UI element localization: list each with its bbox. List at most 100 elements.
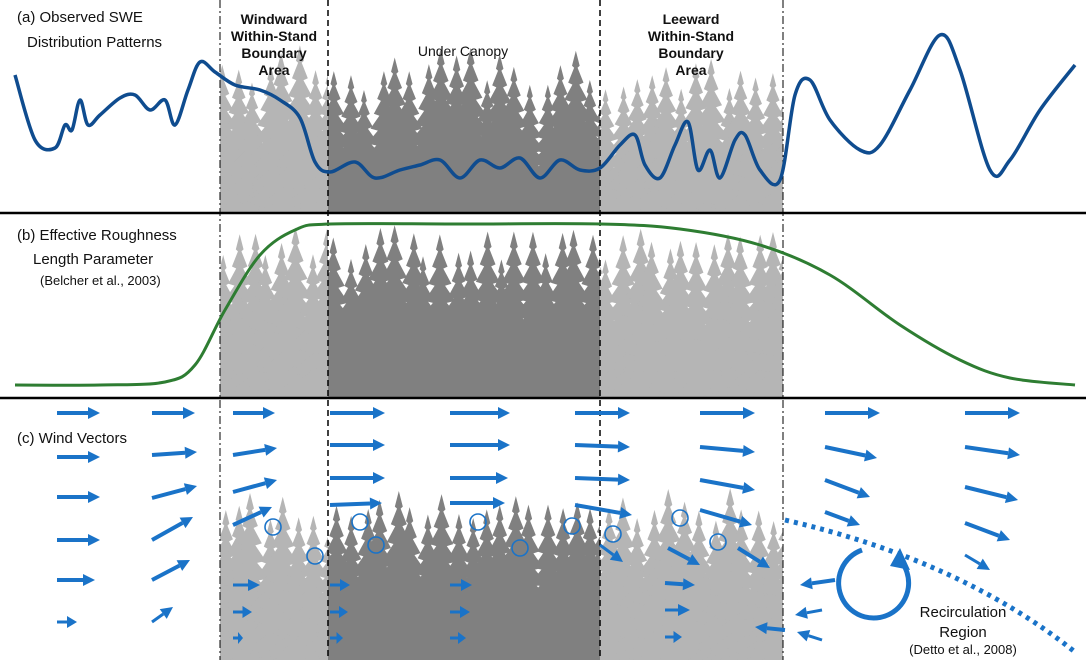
arrow-shaft — [965, 447, 1008, 453]
panel-title: (a) Observed SWE — [17, 9, 143, 26]
arrowhead — [498, 439, 510, 451]
zone-label: Area — [675, 62, 706, 78]
arrow-shaft — [825, 447, 865, 456]
arrowhead — [743, 445, 755, 457]
wind-arrow — [330, 407, 385, 419]
panel-title: (b) Effective Roughness — [17, 227, 177, 244]
citation: (Belcher et al., 2003) — [40, 273, 161, 288]
arrowhead — [373, 439, 385, 451]
zone-label: Area — [258, 62, 289, 78]
arrow-shaft — [965, 523, 999, 536]
arrowhead — [1008, 407, 1020, 419]
arrowhead — [1007, 447, 1020, 459]
wind-arrow — [57, 451, 100, 463]
arrow-shaft — [807, 610, 822, 613]
region-label: Recirculation — [920, 604, 1007, 621]
arrowhead — [184, 483, 197, 495]
arrowhead — [160, 607, 173, 619]
wind-arrow — [450, 497, 505, 509]
arrow-shaft — [152, 523, 183, 540]
arrowhead — [185, 447, 197, 459]
panel-title: Length Parameter — [33, 251, 153, 268]
wind-arrow — [825, 407, 880, 419]
wind-arrow — [575, 407, 630, 419]
wind-arrow — [965, 447, 1020, 459]
wind-arrow — [700, 480, 755, 494]
wind-arrow — [330, 439, 385, 451]
zone-label: Within-Stand — [231, 28, 317, 44]
panel-title: (c) Wind Vectors — [17, 430, 127, 447]
wind-arrow — [152, 607, 173, 622]
wind-arrow — [795, 607, 822, 619]
wind-arrow — [233, 407, 275, 419]
arrowhead — [264, 477, 277, 489]
region-label: Region — [939, 624, 987, 641]
arrow-shaft — [665, 583, 683, 584]
arrowhead — [263, 407, 275, 419]
wind-arrow — [330, 472, 385, 484]
wind-arrow — [825, 512, 860, 526]
arrow-shaft — [152, 614, 163, 622]
arrowhead — [183, 407, 195, 419]
arrowhead — [742, 482, 755, 494]
arrowhead — [496, 472, 508, 484]
wind-arrow — [965, 487, 1018, 503]
arrow-shaft — [575, 478, 618, 480]
arrowhead — [795, 607, 808, 619]
citation: (Detto et al., 2008) — [909, 642, 1017, 657]
zone-label: Boundary — [241, 45, 307, 61]
arrow-shaft — [575, 505, 620, 513]
zone-label: Windward — [241, 11, 308, 27]
arrowhead — [88, 451, 100, 463]
wind-arrow — [700, 445, 755, 457]
wind-arrow — [825, 447, 877, 461]
forest — [170, 43, 827, 660]
wind-arrow — [152, 407, 195, 419]
arrow-shaft — [825, 480, 859, 493]
wind-arrow — [800, 577, 835, 589]
wind-arrow — [57, 407, 100, 419]
arrowhead — [797, 630, 810, 641]
wind-arrow — [233, 444, 277, 456]
wind-arrow — [57, 616, 77, 628]
arrow-shaft — [700, 447, 743, 451]
arrowhead — [88, 534, 100, 546]
arrow-shaft — [330, 503, 370, 505]
wind-arrow — [575, 474, 630, 486]
wind-arrow — [825, 480, 870, 498]
arrowhead — [618, 474, 630, 486]
wind-arrow — [700, 407, 755, 419]
wind-arrow — [450, 439, 510, 451]
arrow-shaft — [152, 566, 179, 580]
arrow-shaft — [152, 489, 185, 498]
arrowhead — [618, 407, 630, 419]
arrowhead — [88, 407, 100, 419]
arrowhead — [373, 407, 385, 419]
tree-group — [283, 223, 643, 398]
wind-arrow — [450, 407, 510, 419]
arrow-shaft — [812, 580, 835, 583]
wind-arrow — [965, 407, 1020, 419]
arrowhead — [83, 574, 95, 586]
wind-arrow — [152, 560, 190, 580]
tree-group — [290, 46, 631, 213]
arrow-shaft — [152, 453, 185, 455]
arrowhead — [864, 450, 877, 462]
wind-arrow — [965, 555, 990, 570]
wind-arrow — [330, 497, 382, 509]
arrow-shaft — [233, 483, 265, 492]
wind-arrow — [797, 630, 822, 641]
wind-arrow — [450, 472, 508, 484]
arrowhead — [800, 577, 813, 589]
arrow-shaft — [700, 480, 743, 488]
arrowhead — [67, 616, 77, 628]
wind-arrow — [152, 447, 197, 459]
arrowhead — [498, 407, 510, 419]
wind-arrow — [152, 517, 193, 540]
arrow-shaft — [808, 636, 822, 640]
wind-arrow — [57, 491, 100, 503]
arrowhead — [88, 491, 100, 503]
arrowhead — [1005, 491, 1018, 503]
wind-arrow — [965, 523, 1010, 541]
zone-label: Boundary — [658, 45, 724, 61]
